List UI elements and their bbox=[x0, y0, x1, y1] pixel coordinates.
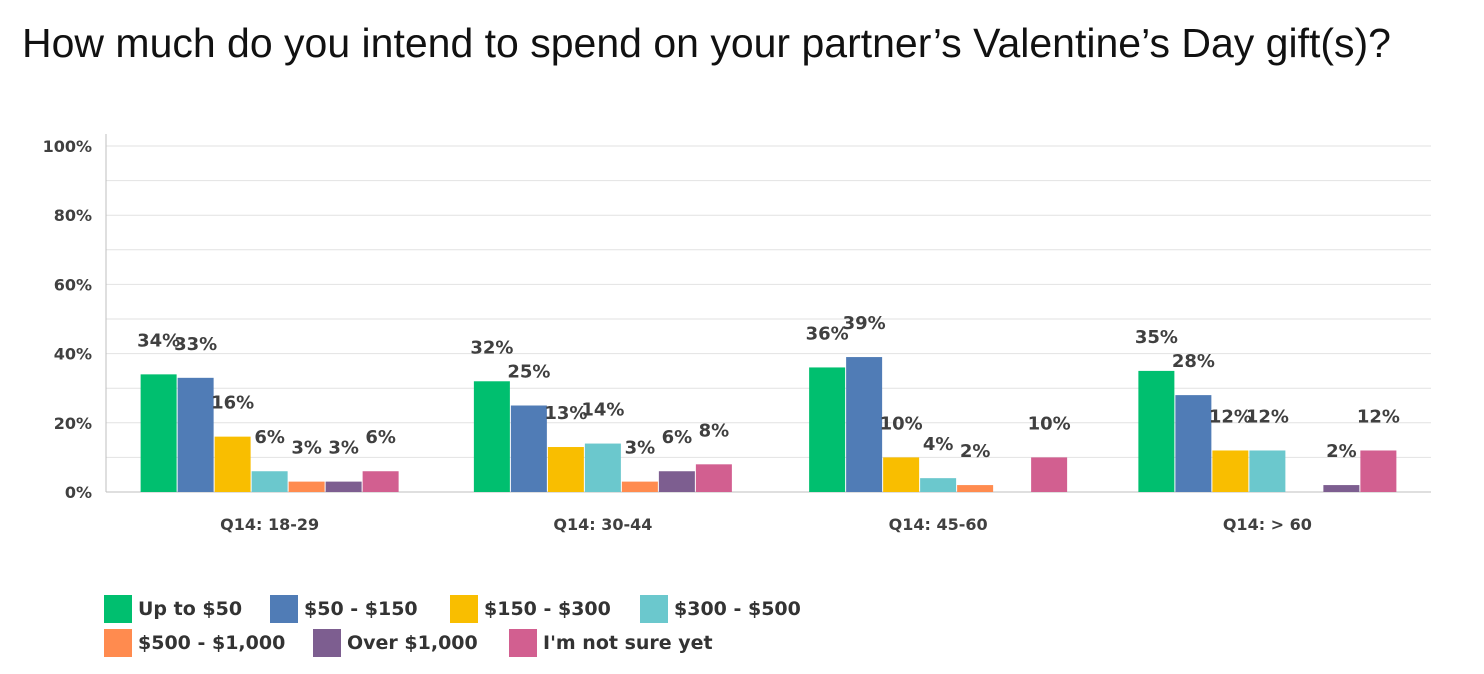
bar bbox=[621, 481, 658, 492]
legend-row-1: Up to $50 $50 - $150 $150 - $300 $300 - … bbox=[104, 592, 904, 626]
data-label: 6% bbox=[254, 427, 285, 448]
data-label: 10% bbox=[880, 413, 923, 434]
data-label: 33% bbox=[174, 334, 217, 355]
data-label: 6% bbox=[365, 427, 396, 448]
x-tick-label: Q14: 45-60 bbox=[889, 515, 988, 534]
bar bbox=[510, 405, 547, 492]
bar bbox=[1360, 450, 1397, 492]
data-label: 32% bbox=[470, 337, 513, 358]
legend-label: $500 - $1,000 bbox=[138, 632, 286, 654]
y-tick-label: 20% bbox=[54, 414, 92, 433]
legend-item-over-1000: Over $1,000 bbox=[313, 629, 509, 657]
y-tick-label: 40% bbox=[54, 345, 92, 364]
data-label: 12% bbox=[1357, 406, 1400, 427]
data-label: 12% bbox=[1209, 406, 1252, 427]
data-label: 3% bbox=[625, 438, 656, 459]
data-label: 35% bbox=[1135, 327, 1178, 348]
data-label: 34% bbox=[137, 330, 180, 351]
y-tick-label: 80% bbox=[54, 206, 92, 225]
legend-swatch bbox=[104, 595, 132, 623]
data-label: 14% bbox=[581, 400, 624, 421]
x-tick-label: Q14: > 60 bbox=[1223, 515, 1312, 534]
bar bbox=[658, 471, 695, 492]
bar bbox=[362, 471, 399, 492]
legend-label: $150 - $300 bbox=[484, 598, 611, 620]
bar bbox=[957, 485, 994, 492]
bar bbox=[547, 447, 584, 492]
legend-label: I'm not sure yet bbox=[543, 632, 713, 654]
x-tick-label: Q14: 30-44 bbox=[553, 515, 652, 534]
bar bbox=[1249, 450, 1286, 492]
bar-chart: 0%20%40%60%80%100%34%33%16%6% 3% 3% 6%Q14: … bbox=[43, 134, 1431, 534]
data-label: 8% bbox=[699, 420, 730, 441]
legend-item-up-to-50: Up to $50 bbox=[104, 595, 270, 623]
bar bbox=[1212, 450, 1249, 492]
legend-swatch bbox=[640, 595, 668, 623]
y-tick-label: 0% bbox=[65, 483, 92, 502]
legend-item-50-150: $50 - $150 bbox=[270, 595, 450, 623]
bar bbox=[473, 381, 510, 492]
data-label: 13% bbox=[544, 403, 587, 424]
data-label: 16% bbox=[211, 393, 254, 414]
x-tick-label: Q14: 18-29 bbox=[220, 515, 319, 534]
data-label: 3% bbox=[328, 438, 359, 459]
data-label: 36% bbox=[806, 323, 849, 344]
legend-swatch bbox=[450, 595, 478, 623]
bar bbox=[325, 481, 362, 492]
legend-swatch bbox=[270, 595, 298, 623]
legend-item-150-300: $150 - $300 bbox=[450, 595, 640, 623]
legend-item-not-sure: I'm not sure yet bbox=[509, 629, 729, 657]
y-tick-label: 100% bbox=[43, 137, 92, 156]
data-label: 10% bbox=[1028, 413, 1071, 434]
bar bbox=[1323, 485, 1360, 492]
data-label: 2% bbox=[960, 441, 991, 462]
chart-title: How much do you intend to spend on your … bbox=[22, 20, 1391, 66]
chart-legend: Up to $50 $50 - $150 $150 - $300 $300 - … bbox=[104, 592, 904, 660]
legend-label: $50 - $150 bbox=[304, 598, 418, 620]
data-label: 6% bbox=[662, 427, 693, 448]
legend-label: Up to $50 bbox=[138, 598, 243, 620]
data-label: 39% bbox=[843, 313, 886, 334]
bar bbox=[809, 367, 846, 492]
data-label: 12% bbox=[1246, 406, 1289, 427]
legend-swatch bbox=[509, 629, 537, 657]
bar bbox=[288, 481, 325, 492]
bar bbox=[584, 443, 621, 492]
bar bbox=[883, 457, 920, 492]
legend-swatch bbox=[104, 629, 132, 657]
data-label: 28% bbox=[1172, 351, 1215, 372]
data-label: 3% bbox=[291, 438, 322, 459]
bar bbox=[846, 357, 883, 492]
bar bbox=[1138, 370, 1175, 492]
legend-label: $300 - $500 bbox=[674, 598, 801, 620]
legend-item-500-1000: $500 - $1,000 bbox=[104, 629, 313, 657]
legend-row-2: $500 - $1,000 Over $1,000 I'm not sure y… bbox=[104, 626, 904, 660]
bar bbox=[177, 377, 214, 492]
legend-item-300-500: $300 - $500 bbox=[640, 595, 840, 623]
legend-swatch bbox=[313, 629, 341, 657]
bar bbox=[1175, 395, 1212, 492]
legend-label: Over $1,000 bbox=[347, 632, 478, 654]
data-label: 4% bbox=[923, 434, 954, 455]
y-tick-label: 60% bbox=[54, 275, 92, 294]
bar bbox=[1031, 457, 1068, 492]
bar bbox=[695, 464, 732, 492]
data-label: 2% bbox=[1326, 441, 1357, 462]
data-label: 25% bbox=[507, 362, 550, 383]
bar bbox=[920, 478, 957, 492]
bar bbox=[214, 436, 251, 492]
bar bbox=[140, 374, 177, 492]
bar bbox=[251, 471, 288, 492]
